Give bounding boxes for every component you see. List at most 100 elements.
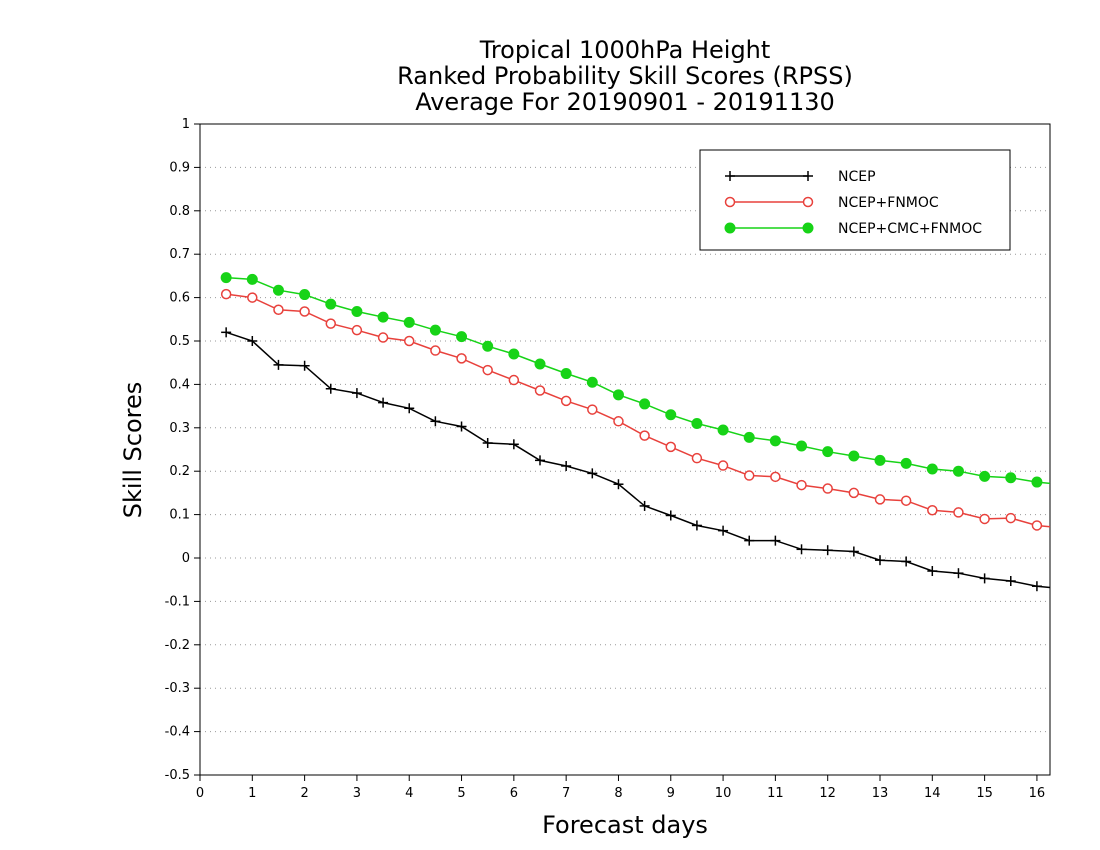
data-point-ncep-cmc-fnmoc <box>246 273 258 285</box>
data-point-ncep-fnmoc <box>874 494 886 505</box>
data-point-ncep <box>430 416 441 427</box>
y-tick-label: -0.5 <box>165 768 190 783</box>
data-point-ncep <box>482 437 493 448</box>
data-point-ncep-fnmoc <box>273 304 284 316</box>
data-point-ncep-cmc-fnmoc <box>456 331 468 343</box>
data-point-ncep-fnmoc <box>743 470 755 481</box>
data-point-ncep-cmc-fnmoc <box>822 446 834 458</box>
data-point-ncep <box>221 327 232 338</box>
y-tick-label: 1 <box>182 117 190 132</box>
y-tick-label: -0.1 <box>165 594 190 609</box>
data-point-ncep-cmc-fnmoc <box>220 272 232 284</box>
data-point-ncep-cmc-fnmoc <box>325 298 337 310</box>
data-point-ncep <box>691 520 702 531</box>
data-point-ncep <box>561 460 572 471</box>
chart-title-line-3: Average For 20190901 - 20191130 <box>415 88 835 116</box>
data-point-ncep <box>665 510 676 521</box>
x-tick-label: 8 <box>614 786 622 801</box>
data-point-ncep-fnmoc <box>953 507 964 518</box>
data-point-ncep-fnmoc <box>482 364 493 376</box>
data-point-ncep <box>456 421 467 432</box>
data-point-ncep-fnmoc <box>927 505 938 516</box>
y-tick-label: 0 <box>182 551 190 566</box>
legend-marker-ncep <box>725 171 735 181</box>
data-point-ncep-cmc-fnmoc <box>403 316 415 328</box>
data-point-ncep <box>770 535 781 546</box>
data-point-ncep-cmc-fnmoc <box>1005 472 1017 484</box>
data-point-ncep-cmc-fnmoc <box>979 470 991 482</box>
data-point-ncep-fnmoc <box>534 385 546 396</box>
data-point-ncep-fnmoc <box>430 345 441 356</box>
x-tick-label: 1 <box>248 786 256 801</box>
x-tick-label: 6 <box>510 786 518 801</box>
plot-area-frame <box>199 123 1051 776</box>
data-point-ncep-fnmoc <box>717 460 729 471</box>
data-point-ncep-cmc-fnmoc <box>900 457 912 469</box>
series-layer <box>220 272 1051 592</box>
y-tick-label: 0.6 <box>169 291 190 306</box>
legend-marker-ncep-cmc-fnmoc <box>802 222 814 234</box>
data-point-ncep <box>848 546 859 557</box>
data-point-ncep-fnmoc <box>691 452 703 464</box>
y-tick-label: 0.5 <box>169 334 190 349</box>
x-tick-label: 14 <box>924 786 941 801</box>
data-point-ncep <box>875 555 885 566</box>
x-tick-label: 3 <box>353 786 361 801</box>
data-point-ncep-fnmoc <box>770 471 781 483</box>
data-point-ncep <box>639 500 650 511</box>
data-point-ncep-fnmoc <box>377 332 389 343</box>
data-point-ncep-fnmoc <box>403 335 415 347</box>
data-point-ncep-cmc-fnmoc <box>691 417 703 429</box>
data-point-ncep-cmc-fnmoc <box>508 348 520 360</box>
legend-marker-ncep <box>803 171 813 181</box>
data-point-ncep <box>901 556 912 567</box>
data-point-ncep <box>1031 581 1042 592</box>
data-point-ncep-fnmoc <box>613 416 624 427</box>
data-point-ncep <box>404 403 415 414</box>
data-point-ncep-fnmoc <box>560 395 572 407</box>
y-tick-label: 0.9 <box>169 160 190 175</box>
x-tick-label: 10 <box>715 786 732 801</box>
data-point-ncep-cmc-fnmoc <box>717 424 729 436</box>
data-point-ncep-cmc-fnmoc <box>874 454 886 466</box>
y-tick-label: 0.8 <box>169 204 190 219</box>
x-tick-label: 11 <box>767 786 784 801</box>
x-tick-label: 13 <box>872 786 889 801</box>
chart-title-line-1: Tropical 1000hPa Height <box>479 36 771 64</box>
data-point-ncep-cmc-fnmoc <box>769 435 781 447</box>
data-point-ncep <box>796 544 807 555</box>
data-point-ncep-cmc-fnmoc <box>429 324 441 336</box>
data-point-ncep <box>351 388 362 399</box>
legend-label-ncep: NCEP <box>838 169 876 185</box>
data-point-ncep-fnmoc <box>1005 512 1017 524</box>
data-point-ncep <box>744 535 755 546</box>
x-tick-label: 9 <box>667 786 675 801</box>
data-point-ncep <box>247 336 258 346</box>
data-point-ncep <box>535 455 545 466</box>
data-point-ncep-fnmoc <box>325 318 337 329</box>
data-point-ncep-cmc-fnmoc <box>482 340 494 352</box>
data-point-ncep-fnmoc <box>848 487 860 499</box>
data-point-ncep <box>927 566 938 577</box>
data-point-ncep-cmc-fnmoc <box>272 284 284 296</box>
data-point-ncep-cmc-fnmoc <box>377 311 389 323</box>
data-point-ncep-cmc-fnmoc <box>848 450 860 462</box>
series-line-ncep-fnmoc <box>226 293 1051 528</box>
data-point-ncep-fnmoc <box>1031 520 1043 531</box>
data-point-ncep-cmc-fnmoc <box>534 358 546 370</box>
data-point-ncep-cmc-fnmoc <box>796 440 808 452</box>
data-point-ncep <box>1005 576 1016 587</box>
data-point-ncep-cmc-fnmoc <box>299 289 311 301</box>
x-tick-label: 5 <box>457 786 465 801</box>
y-tick-label: 0.1 <box>169 508 190 523</box>
data-point-ncep-cmc-fnmoc <box>612 389 624 401</box>
data-point-ncep-fnmoc <box>456 353 467 364</box>
legend-label-ncep-fnmoc: NCEP+FNMOC <box>838 195 939 211</box>
data-point-ncep <box>953 568 964 579</box>
series-line-ncep <box>225 331 1051 589</box>
y-tick-label: -0.4 <box>165 725 190 740</box>
data-point-ncep <box>587 468 598 479</box>
legend-box <box>699 149 1011 251</box>
x-tick-label: 7 <box>562 786 570 801</box>
